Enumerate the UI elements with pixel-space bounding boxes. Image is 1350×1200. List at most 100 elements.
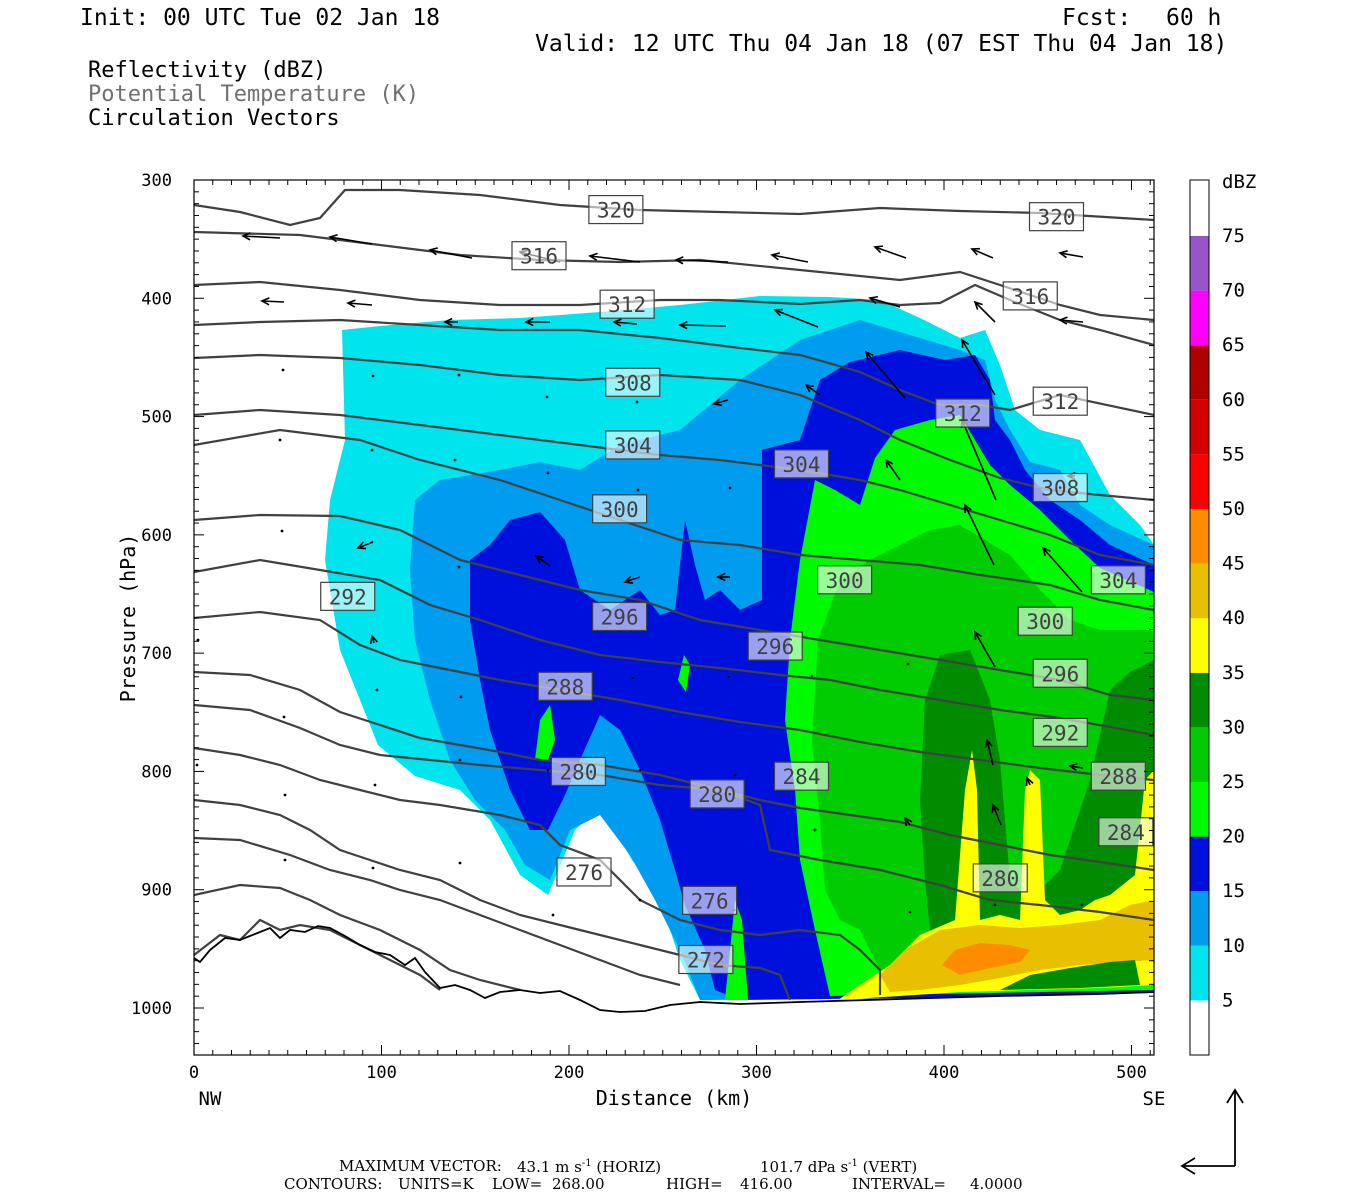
circulation-vector-head xyxy=(678,320,688,330)
theta-label-box xyxy=(1032,386,1088,416)
circulation-vector-head xyxy=(716,572,726,582)
circulation-vector xyxy=(1059,319,1084,323)
contours-high-label: HIGH= xyxy=(666,1175,723,1193)
theta-contours xyxy=(194,188,1154,1001)
x-tick-label: 400 xyxy=(929,1063,960,1083)
theta-label-box xyxy=(550,756,606,787)
legend-reflectivity: Reflectivity (dBZ) xyxy=(88,58,327,83)
circulation-vector xyxy=(589,255,641,263)
circulation-vector-dot xyxy=(908,910,912,914)
circulation-vector-head xyxy=(588,252,598,261)
theta-label-box xyxy=(773,449,830,479)
theta-label-300: 300 xyxy=(1026,610,1064,634)
theta-label-box xyxy=(1098,817,1154,847)
theta-label-320: 320 xyxy=(597,199,635,223)
colorbar-swatch xyxy=(1190,727,1209,782)
circulation-vector-dot xyxy=(810,674,814,678)
colorbar-label-20: 20 xyxy=(1222,826,1245,848)
theta-label-312: 312 xyxy=(1041,390,1079,414)
circulation-vector-head xyxy=(443,317,453,327)
circulation-vector xyxy=(874,246,907,259)
x-tick-label: 100 xyxy=(366,1063,397,1083)
y-tick-label: 500 xyxy=(141,408,172,428)
theta-contour-labels: 320 320 316 316 312 312 312 308 308 304 304 304 300 3… xyxy=(320,194,1154,975)
circulation-vector xyxy=(679,324,727,327)
init-time: Init: 00 UTC Tue 02 Jan 18 xyxy=(80,5,441,31)
theta-label-box xyxy=(511,241,567,271)
contours-label: CONTOURS: xyxy=(284,1175,383,1193)
circulation-vector-dot xyxy=(545,395,549,399)
circulation-vector-dot xyxy=(371,866,375,870)
circulation-vector xyxy=(713,399,729,405)
colorbar-label-35: 35 xyxy=(1222,662,1245,684)
theta-label-304: 304 xyxy=(783,453,821,477)
circulation-vector-dot xyxy=(635,400,639,404)
circulation-vector-dot xyxy=(457,373,461,377)
theta-label-box xyxy=(817,565,873,595)
theta-label-box xyxy=(1028,202,1085,232)
theta-label-280: 280 xyxy=(981,867,1019,891)
theta-label-320: 320 xyxy=(1038,206,1076,230)
colorbar-swatch xyxy=(1190,399,1209,455)
circulation-vector-dot xyxy=(282,715,286,719)
theta-304 xyxy=(194,353,1154,502)
refl-20dbz-left xyxy=(535,705,555,760)
refl-40dbz xyxy=(880,900,1154,992)
y-tick-label: 400 xyxy=(141,289,172,309)
vert-unit: (VERT) xyxy=(862,1158,918,1176)
colorbar-label-15: 15 xyxy=(1222,880,1245,902)
circulation-vector xyxy=(613,321,638,325)
circulation-vector-dot xyxy=(371,374,375,378)
circulation-vector xyxy=(1069,765,1084,769)
theta-label-box xyxy=(556,857,612,887)
colorbar-label-60: 60 xyxy=(1222,389,1245,411)
theta-label-312: 312 xyxy=(944,402,982,426)
circulation-vector xyxy=(865,351,906,399)
terrain-line xyxy=(194,925,1154,1013)
circulation-vector-dot xyxy=(906,662,910,666)
theta-label-box xyxy=(682,885,738,915)
theta-280 xyxy=(194,670,1154,872)
y-tick-label: 300 xyxy=(141,171,172,191)
theta-label-box xyxy=(537,671,593,701)
theta-label-308: 308 xyxy=(1041,477,1079,501)
circulation-vector xyxy=(974,301,996,323)
theta-label-276: 276 xyxy=(565,861,603,885)
colorbar-label-55: 55 xyxy=(1222,443,1245,465)
colorbar-swatch xyxy=(1190,945,1209,1001)
x-tick-label: 0 xyxy=(189,1063,199,1083)
y-tick-label: 1000 xyxy=(131,999,172,1019)
circulation-vector-head xyxy=(973,300,983,310)
colorbar-swatch xyxy=(1190,618,1209,673)
colorbar-swatch xyxy=(1190,454,1209,509)
circulation-vector-dot xyxy=(546,768,550,772)
theta-label-280: 280 xyxy=(559,760,597,784)
x-tick-label: 500 xyxy=(1116,1063,1147,1083)
circulation-vector-head xyxy=(1025,776,1034,787)
circulation-vector-dot xyxy=(370,448,374,452)
circulation-vector-dot xyxy=(283,793,287,797)
theta-label-284: 284 xyxy=(783,765,821,789)
theta-label-304: 304 xyxy=(1099,569,1137,593)
circulation-vector xyxy=(242,235,281,239)
theta-low-1 xyxy=(194,836,681,987)
colorbar-label-5: 5 xyxy=(1222,989,1233,1011)
refl-20dbz-base xyxy=(725,900,748,1000)
circulation-vector-dot xyxy=(1080,903,1084,907)
theta-label-316: 316 xyxy=(520,245,558,269)
max-vector-vert: 101.7 dPa s-1 (VERT) xyxy=(760,1159,917,1175)
circulation-vector-head xyxy=(369,634,378,645)
theta-288 xyxy=(194,558,1154,737)
theta-label-284: 284 xyxy=(1107,821,1145,845)
contours-low-value: 268.00 xyxy=(552,1175,605,1193)
contours-high-value: 416.00 xyxy=(740,1175,793,1193)
circulation-vector-head xyxy=(612,318,622,327)
circulation-vector-dot xyxy=(636,488,640,492)
circulation-vector-head xyxy=(428,247,438,256)
circulation-vector xyxy=(971,248,994,259)
colorbar-swatch xyxy=(1190,236,1209,291)
axis-tick-labels: 300 400 500 600 700 800 900 1000 0 100 200 300 400 50… xyxy=(131,171,1147,1083)
theta-label-292: 292 xyxy=(1041,721,1079,745)
circulation-vector-head xyxy=(804,383,815,393)
